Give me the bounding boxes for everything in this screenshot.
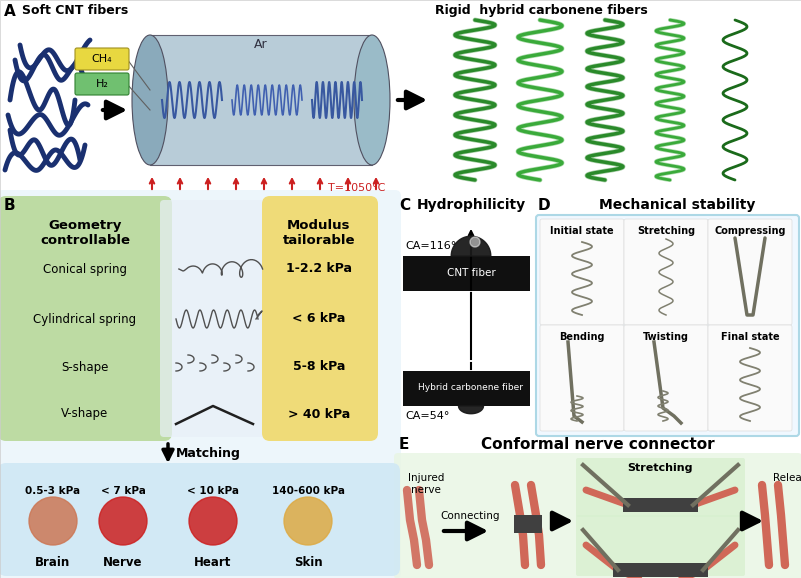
Text: Ar: Ar: [254, 38, 268, 51]
Text: Nerve: Nerve: [103, 556, 143, 569]
Text: > 40 kPa: > 40 kPa: [288, 407, 350, 421]
Text: Hybrid carbonene fiber: Hybrid carbonene fiber: [418, 383, 524, 392]
Text: T=1050°C: T=1050°C: [328, 183, 385, 193]
Circle shape: [99, 497, 147, 545]
Ellipse shape: [354, 35, 390, 165]
Text: C: C: [399, 198, 410, 213]
Text: Modulus
tailorable: Modulus tailorable: [283, 219, 356, 247]
FancyBboxPatch shape: [536, 215, 799, 436]
Bar: [150, 35, 372, 165]
Text: Stretching: Stretching: [637, 226, 695, 236]
Text: Geometry
controllable: Geometry controllable: [40, 219, 130, 247]
Text: B: B: [4, 198, 16, 213]
Bar: [514, 515, 542, 533]
FancyBboxPatch shape: [160, 200, 276, 437]
Bar: [623, 498, 698, 512]
Text: Heart: Heart: [195, 556, 231, 569]
Text: Cylindrical spring: Cylindrical spring: [34, 313, 136, 325]
Bar: [613, 563, 708, 577]
FancyBboxPatch shape: [624, 325, 708, 431]
Circle shape: [29, 497, 77, 545]
Polygon shape: [451, 236, 491, 256]
Text: 5-8 kPa: 5-8 kPa: [293, 361, 345, 373]
Text: < 7 kPa: < 7 kPa: [101, 486, 146, 496]
Text: Stretching: Stretching: [627, 463, 693, 473]
Text: Compressing: Compressing: [714, 226, 786, 236]
Text: CA=54°: CA=54°: [405, 411, 449, 421]
FancyBboxPatch shape: [576, 458, 745, 517]
Text: Soft CNT fibers: Soft CNT fibers: [22, 4, 128, 17]
Text: Hydrophilicity: Hydrophilicity: [417, 198, 525, 212]
Text: Injured
nerve: Injured nerve: [408, 473, 445, 495]
Text: Initial state: Initial state: [550, 226, 614, 236]
FancyBboxPatch shape: [624, 219, 708, 325]
Circle shape: [284, 497, 332, 545]
FancyBboxPatch shape: [0, 463, 400, 576]
FancyBboxPatch shape: [576, 515, 745, 576]
Text: S-shape: S-shape: [62, 361, 109, 373]
FancyBboxPatch shape: [0, 196, 172, 441]
Bar: [403, 371, 530, 406]
Polygon shape: [458, 406, 484, 414]
Text: E: E: [399, 437, 409, 452]
Text: < 6 kPa: < 6 kPa: [292, 313, 346, 325]
FancyBboxPatch shape: [540, 325, 624, 431]
Text: Skin: Skin: [294, 556, 322, 569]
Text: D: D: [538, 198, 550, 213]
FancyBboxPatch shape: [75, 48, 129, 70]
Text: V-shape: V-shape: [62, 407, 109, 421]
Text: Twisting: Twisting: [643, 332, 689, 342]
Text: Rigid  hybrid carbonene fibers: Rigid hybrid carbonene fibers: [435, 4, 648, 17]
Text: Brain: Brain: [35, 556, 70, 569]
FancyBboxPatch shape: [262, 196, 378, 441]
Text: 1-2.2 kPa: 1-2.2 kPa: [286, 262, 352, 276]
FancyBboxPatch shape: [540, 219, 624, 325]
Text: CNT fiber: CNT fiber: [447, 268, 495, 278]
Text: CA=116°: CA=116°: [405, 241, 457, 251]
Bar: [403, 256, 530, 291]
Text: Conformal nerve connector: Conformal nerve connector: [481, 437, 714, 452]
Circle shape: [189, 497, 237, 545]
Text: H₂: H₂: [95, 79, 108, 89]
Text: Conical spring: Conical spring: [43, 262, 127, 276]
FancyBboxPatch shape: [708, 325, 792, 431]
Text: Final state: Final state: [721, 332, 779, 342]
Text: Bending: Bending: [559, 332, 605, 342]
FancyBboxPatch shape: [0, 190, 401, 578]
Text: 140-600 kPa: 140-600 kPa: [272, 486, 344, 496]
Text: Matching: Matching: [176, 446, 241, 460]
FancyBboxPatch shape: [708, 219, 792, 325]
Text: 0.5-3 kPa: 0.5-3 kPa: [26, 486, 81, 496]
FancyBboxPatch shape: [75, 73, 129, 95]
Circle shape: [470, 237, 480, 247]
Text: A: A: [4, 4, 16, 19]
Text: CH₄: CH₄: [91, 54, 112, 64]
Text: Releasing: Releasing: [773, 473, 801, 483]
FancyBboxPatch shape: [394, 453, 801, 578]
Text: Connecting: Connecting: [441, 511, 500, 521]
Text: < 10 kPa: < 10 kPa: [187, 486, 239, 496]
Text: Mechanical stability: Mechanical stability: [599, 198, 755, 212]
Ellipse shape: [132, 35, 168, 165]
